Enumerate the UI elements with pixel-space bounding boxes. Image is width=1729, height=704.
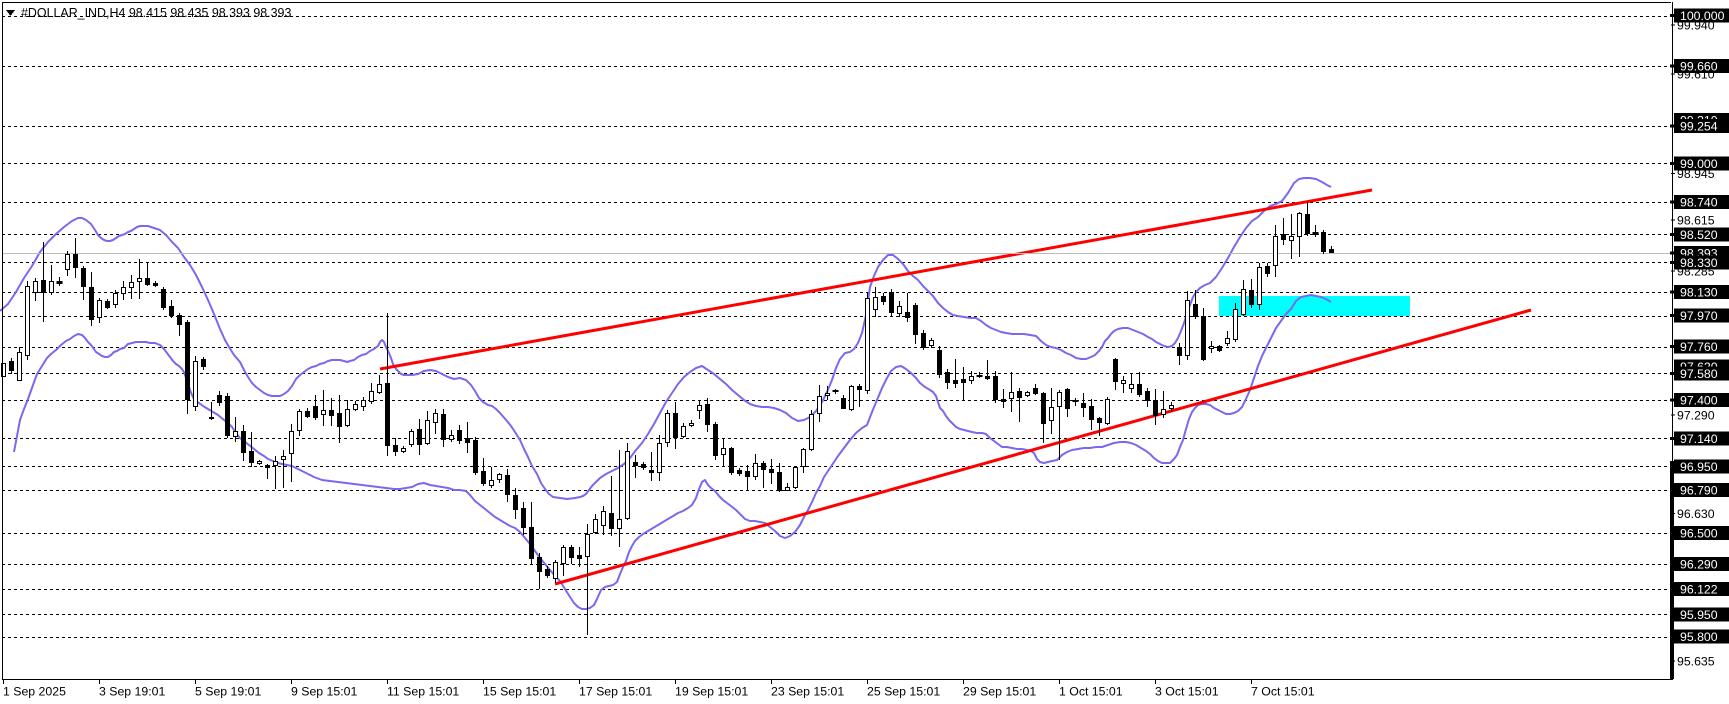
svg-text:96.950: 96.950: [1680, 460, 1718, 474]
svg-text:97.290: 97.290: [1677, 409, 1715, 423]
svg-text:3 Sep 19:01: 3 Sep 19:01: [99, 685, 165, 699]
svg-text:1 Sep 2025: 1 Sep 2025: [3, 685, 66, 699]
svg-text:98.945: 98.945: [1677, 167, 1715, 181]
svg-text:97.970: 97.970: [1680, 309, 1718, 323]
svg-text:96.630: 96.630: [1677, 507, 1715, 521]
svg-text:7 Oct 15:01: 7 Oct 15:01: [1251, 685, 1315, 699]
svg-text:97.580: 97.580: [1680, 367, 1718, 381]
svg-text:23 Sep 15:01: 23 Sep 15:01: [771, 685, 844, 699]
svg-text:98.130: 98.130: [1680, 285, 1718, 299]
svg-text:95.950: 95.950: [1680, 608, 1718, 622]
svg-text:97.140: 97.140: [1680, 432, 1718, 446]
svg-text:100.000: 100.000: [1680, 9, 1725, 23]
svg-text:25 Sep 15:01: 25 Sep 15:01: [867, 685, 940, 699]
svg-text:95.635: 95.635: [1677, 654, 1715, 668]
svg-text:98.330: 98.330: [1680, 256, 1718, 270]
svg-text:97.760: 97.760: [1680, 340, 1718, 354]
svg-text:9 Sep 15:01: 9 Sep 15:01: [291, 685, 357, 699]
svg-text:#DOLLAR_IND,H4 98.415 98.435 9: #DOLLAR_IND,H4 98.415 98.435 98.393 98.3…: [21, 6, 291, 20]
svg-text:98.615: 98.615: [1677, 213, 1715, 227]
svg-text:11 Sep 15:01: 11 Sep 15:01: [387, 685, 459, 699]
svg-text:96.500: 96.500: [1680, 527, 1718, 541]
svg-text:97.400: 97.400: [1680, 393, 1718, 407]
svg-text:1 Oct 15:01: 1 Oct 15:01: [1059, 685, 1123, 699]
svg-text:96.122: 96.122: [1680, 582, 1718, 596]
svg-text:29 Sep 15:01: 29 Sep 15:01: [963, 685, 1036, 699]
svg-text:3 Oct 15:01: 3 Oct 15:01: [1155, 685, 1219, 699]
svg-text:99.000: 99.000: [1680, 157, 1718, 171]
svg-text:96.290: 96.290: [1680, 558, 1718, 572]
svg-text:98.740: 98.740: [1680, 195, 1718, 209]
svg-text:99.660: 99.660: [1680, 59, 1718, 73]
svg-text:95.800: 95.800: [1680, 630, 1718, 644]
svg-text:96.790: 96.790: [1680, 484, 1718, 498]
svg-text:5 Sep 19:01: 5 Sep 19:01: [195, 685, 261, 699]
svg-text:98.520: 98.520: [1680, 228, 1718, 242]
svg-text:17 Sep 15:01: 17 Sep 15:01: [579, 685, 652, 699]
svg-text:19 Sep 15:01: 19 Sep 15:01: [675, 685, 748, 699]
svg-text:99.254: 99.254: [1680, 119, 1718, 133]
svg-text:15 Sep 15:01: 15 Sep 15:01: [483, 685, 556, 699]
